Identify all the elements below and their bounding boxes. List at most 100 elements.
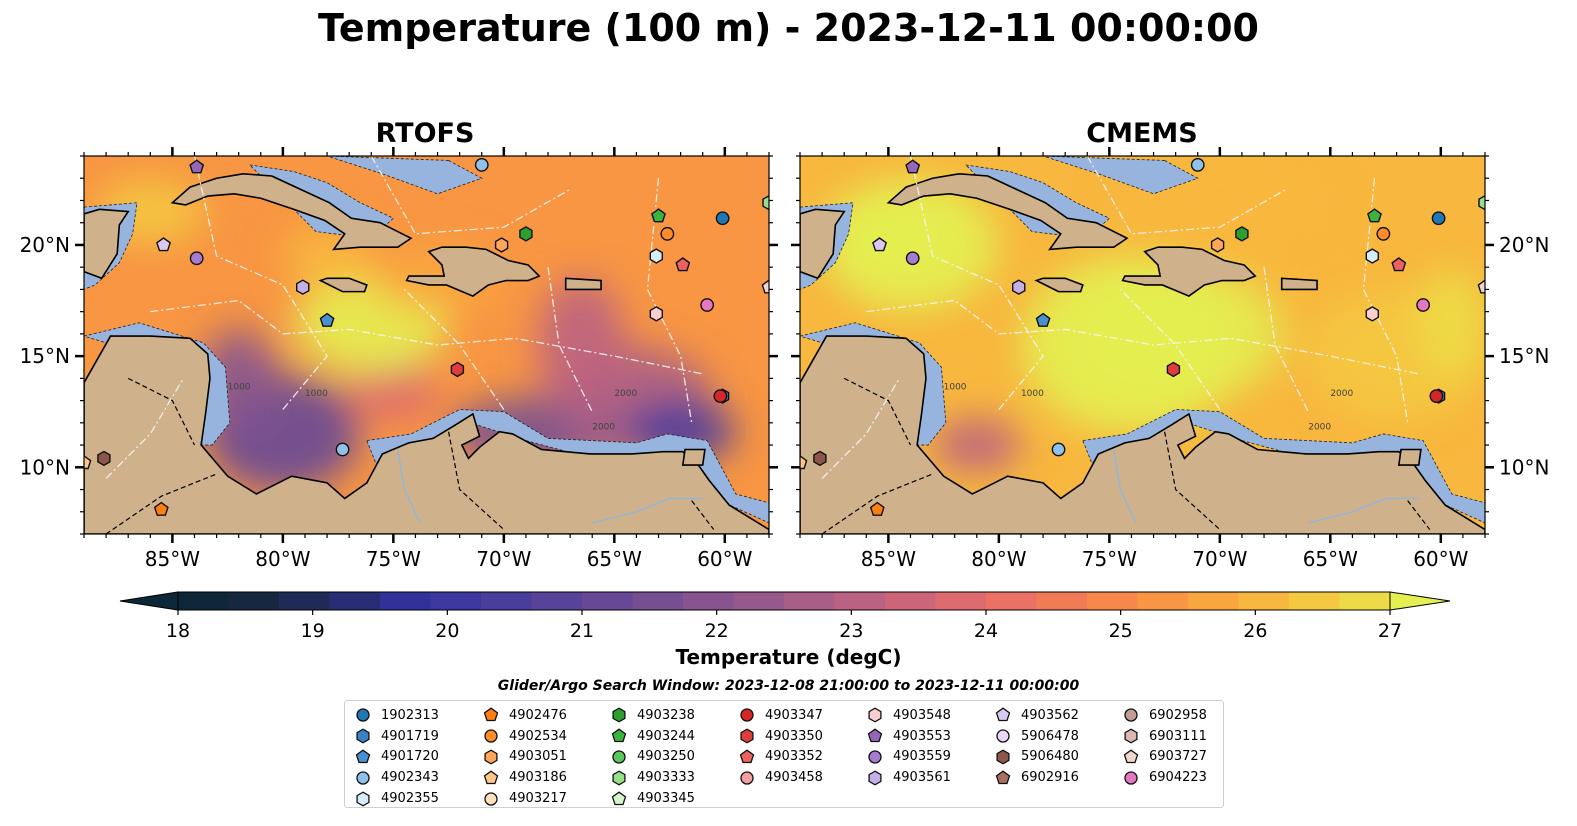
pentagon-icon [739, 749, 755, 764]
legend-item-label: 4902476 [509, 707, 567, 723]
legend-item-4903352: 4903352 [739, 747, 823, 768]
pentagon-icon [483, 707, 499, 722]
float-marker-4902343b [335, 442, 350, 457]
float-marker-4903562 [156, 237, 172, 252]
float-marker-4903352 [675, 257, 691, 272]
lat-tick-label: 20°N [1499, 233, 1549, 257]
float-marker-4903051 [494, 237, 509, 253]
contour-label: 2000 [614, 389, 637, 399]
float-marker-4902355 [649, 248, 663, 264]
contour-label: 2000 [1308, 422, 1331, 432]
legend-item-4902343: 4902343 [355, 767, 439, 788]
legend-item-label: 6904223 [1149, 770, 1207, 786]
land-3 [1121, 246, 1257, 297]
legend-item-label: 6902916 [1021, 770, 1079, 786]
legend-item-label: 4901719 [381, 728, 439, 744]
float-marker-4903347 [713, 389, 728, 404]
float-marker-4903333 [762, 194, 769, 211]
legend-item-6902958: 6902958 [1123, 705, 1207, 726]
circle-icon [868, 750, 882, 764]
float-marker-4903559 [905, 251, 920, 266]
legend-item-4903238: 4903238 [611, 705, 695, 726]
panel-title-rtofs: RTOFS [375, 118, 475, 149]
float-marker-4902343 [474, 157, 489, 172]
float-marker-4903186 [800, 455, 808, 470]
float-marker-4903051 [1210, 237, 1225, 253]
legend-item-label: 4902355 [381, 791, 439, 807]
circle-icon [996, 729, 1010, 743]
legend-item-5906478: 5906478 [995, 726, 1079, 747]
land-3 [405, 246, 541, 297]
pentagon-icon [611, 790, 627, 805]
colorbar-label: Temperature (degC) [675, 645, 902, 669]
circle-icon [740, 708, 754, 723]
hexagon-icon [612, 770, 626, 786]
legend-item-6903727: 6903727 [1123, 747, 1207, 768]
legend-item-label: 6903727 [1149, 749, 1207, 765]
legend-item-4903458: 4903458 [739, 767, 823, 788]
legend-item-label: 4903333 [637, 770, 695, 786]
legend-item-4901719: 4901719 [355, 726, 439, 747]
contour-label: 2000 [592, 422, 615, 432]
legend-column: 4903548 4903553 4903559 4903561 [867, 705, 951, 788]
hexagon-icon [356, 791, 370, 807]
legend-item-6902916: 6902916 [995, 767, 1079, 788]
colorbar-bin [935, 592, 987, 610]
legend-item-label: 4903350 [765, 728, 823, 744]
contour-label: 1000 [1021, 389, 1044, 399]
legend-column: 6902958 6903111 6903727 6904223 [1123, 705, 1207, 788]
legend-item-label: 4902343 [381, 770, 439, 786]
colorbar-bin [1289, 592, 1341, 610]
float-marker-4902534 [660, 226, 675, 241]
legend: 1902313 4901719 4901720 4902343 4902355 49024… [344, 700, 1224, 808]
legend-item-4902476: 4902476 [483, 705, 567, 726]
legend-item-label: 4903217 [509, 791, 567, 807]
colorbar-bin [380, 592, 432, 610]
legend-item-label: 4903186 [509, 770, 567, 786]
legend-column: 4903238 4903244 4903250 4903333 4903345 [611, 705, 695, 809]
float-marker-4903244 [651, 208, 666, 223]
colorbar-bin [178, 592, 230, 610]
legend-item-6903111: 6903111 [1123, 726, 1207, 747]
float-marker-4902476 [869, 501, 885, 516]
map-frame [83, 155, 770, 535]
float-marker-4902343 [1190, 157, 1205, 172]
lat-tick-label: 10°N [1499, 455, 1549, 479]
legend-item-label: 4903250 [637, 749, 695, 765]
circle-icon [356, 708, 370, 723]
pentagon-icon [995, 770, 1011, 784]
legend-item-4903051: 4903051 [483, 747, 567, 768]
float-marker-4903562 [872, 237, 888, 252]
legend-item-label: 4903561 [893, 770, 951, 786]
colorbar-bin [481, 592, 533, 610]
colorbar-bin [986, 592, 1038, 610]
colorbar-bin [1087, 592, 1139, 610]
float-marker-4902534 [1376, 226, 1391, 241]
legend-column: 1902313 4901719 4901720 4902343 4902355 [355, 705, 439, 809]
hexagon-icon [740, 728, 754, 744]
lon-tick-label: 70°W [476, 547, 531, 571]
land-5 [1280, 277, 1318, 291]
figure-title: Temperature (100 m) - 2023-12-11 00:00:0… [317, 6, 1259, 50]
legend-item-label: 4903347 [765, 707, 823, 723]
hexagon-icon [356, 728, 370, 744]
colorbar-bin [1137, 592, 1189, 610]
legend-item-4903562: 4903562 [995, 705, 1079, 726]
hexagon-icon [868, 707, 882, 723]
legend-item-label: 6902958 [1149, 707, 1207, 723]
colorbar-tick-label: 20 [435, 620, 459, 642]
legend-item-label: 4903238 [637, 707, 695, 723]
land-0 [84, 335, 769, 534]
land-1 [800, 208, 846, 280]
float-marker-6904223 [700, 298, 715, 312]
float-marker-1902313 [1431, 211, 1446, 226]
lon-tick-label: 80°W [971, 547, 1026, 571]
legend-item-label: 5906478 [1021, 728, 1079, 744]
legend-item-5906480: 5906480 [995, 747, 1079, 768]
land-0 [800, 335, 1485, 534]
legend-item-4903217: 4903217 [483, 788, 567, 809]
map-frame [799, 155, 1486, 535]
lat-tick-label: 15°N [20, 344, 70, 368]
contour-label: 1000 [944, 382, 967, 392]
pentagon-icon [1123, 749, 1139, 764]
